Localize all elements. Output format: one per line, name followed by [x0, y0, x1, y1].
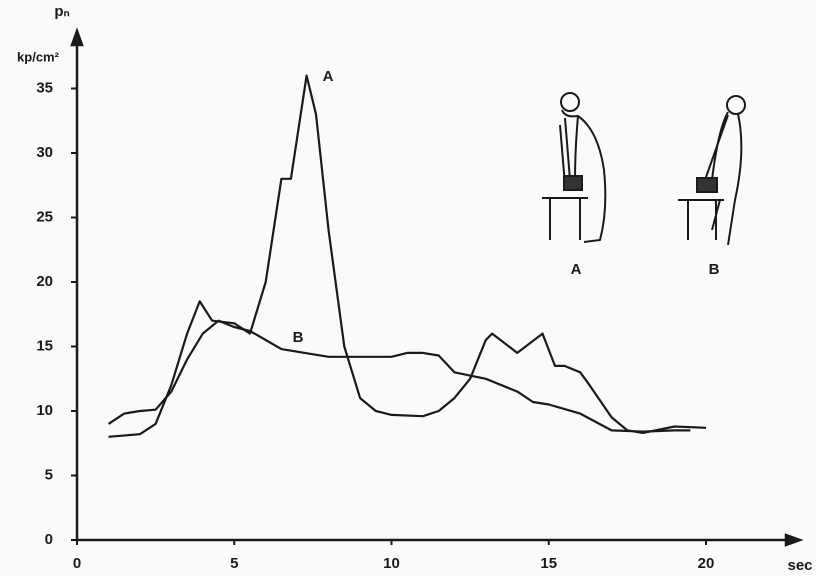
figure-label: A: [571, 261, 582, 278]
figure-a: [542, 92, 607, 243]
y-tick-label: 0: [45, 531, 53, 548]
y-arrow: [70, 27, 84, 47]
y-tick-label: 5: [45, 466, 53, 483]
figure-b: [678, 95, 746, 246]
x-label: sec: [787, 557, 812, 574]
curve-label: B: [293, 329, 304, 346]
y-tick-label: 30: [36, 144, 53, 161]
y-tick-label: 15: [36, 337, 53, 354]
y-tick-label: 35: [36, 79, 53, 96]
y-label-unit: kp/cm²: [17, 49, 60, 64]
axes: [70, 27, 804, 547]
x-tick-label: 0: [73, 555, 81, 572]
line-series: [108, 74, 707, 438]
x-tick-label: 20: [698, 555, 715, 572]
x-tick-label: 15: [540, 555, 557, 572]
line-series: [107, 319, 691, 433]
y-tick-label: 25: [36, 208, 53, 225]
figure-label: B: [709, 261, 720, 278]
curve-label: A: [323, 68, 334, 85]
y-label-symbol: pₙ: [54, 3, 69, 20]
y-tick-label: 20: [36, 273, 53, 290]
y-tick-label: 10: [36, 402, 53, 419]
x-arrow: [784, 533, 804, 547]
x-tick-label: 10: [383, 555, 400, 572]
x-tick-label: 5: [230, 555, 238, 572]
